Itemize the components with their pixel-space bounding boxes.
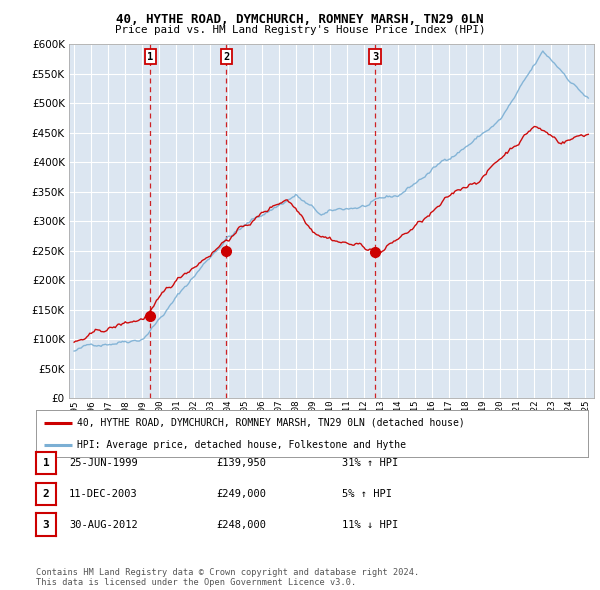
Text: 31% ↑ HPI: 31% ↑ HPI bbox=[342, 458, 398, 468]
Text: 5% ↑ HPI: 5% ↑ HPI bbox=[342, 489, 392, 499]
Text: Contains HM Land Registry data © Crown copyright and database right 2024.
This d: Contains HM Land Registry data © Crown c… bbox=[36, 568, 419, 587]
Text: 30-AUG-2012: 30-AUG-2012 bbox=[69, 520, 138, 529]
Text: 1: 1 bbox=[148, 52, 154, 61]
Text: 3: 3 bbox=[43, 520, 49, 529]
Text: £249,000: £249,000 bbox=[216, 489, 266, 499]
Text: 11-DEC-2003: 11-DEC-2003 bbox=[69, 489, 138, 499]
Text: 11% ↓ HPI: 11% ↓ HPI bbox=[342, 520, 398, 529]
Text: 40, HYTHE ROAD, DYMCHURCH, ROMNEY MARSH, TN29 0LN (detached house): 40, HYTHE ROAD, DYMCHURCH, ROMNEY MARSH,… bbox=[77, 418, 465, 428]
Text: HPI: Average price, detached house, Folkestone and Hythe: HPI: Average price, detached house, Folk… bbox=[77, 440, 406, 450]
Text: 3: 3 bbox=[372, 52, 378, 61]
Text: £139,950: £139,950 bbox=[216, 458, 266, 468]
Text: £248,000: £248,000 bbox=[216, 520, 266, 529]
Text: Price paid vs. HM Land Registry's House Price Index (HPI): Price paid vs. HM Land Registry's House … bbox=[115, 25, 485, 35]
Text: 25-JUN-1999: 25-JUN-1999 bbox=[69, 458, 138, 468]
Text: 40, HYTHE ROAD, DYMCHURCH, ROMNEY MARSH, TN29 0LN: 40, HYTHE ROAD, DYMCHURCH, ROMNEY MARSH,… bbox=[116, 13, 484, 26]
Text: 2: 2 bbox=[223, 52, 230, 61]
Text: 1: 1 bbox=[43, 458, 49, 468]
Text: 2: 2 bbox=[43, 489, 49, 499]
